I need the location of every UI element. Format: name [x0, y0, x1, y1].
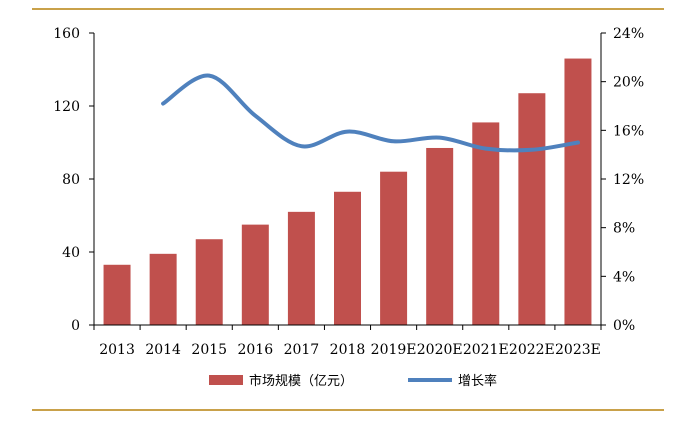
bar-2013: [103, 264, 131, 325]
legend-bar-label: 市场规模（亿元）: [249, 373, 353, 389]
top-rule: [32, 8, 664, 10]
y-left-tick-160: 160: [53, 26, 80, 42]
y-left-tick-80: 80: [62, 172, 80, 188]
y-right-tick-0%: 0%: [613, 318, 635, 334]
legend-line-label: 增长率: [458, 373, 497, 389]
bar-2017: [287, 211, 315, 325]
y-right-tick-labels: 0% 4% 8% 12% 16% 20% 24%: [613, 26, 644, 334]
bar-2020E: [426, 147, 454, 325]
x-tick-2015: 2015: [191, 342, 227, 358]
bottom-rule: [32, 409, 664, 411]
bar-2015: [195, 239, 223, 325]
bar-series: [103, 58, 592, 326]
bar-2014: [149, 253, 177, 325]
y-right-tick-20%: 20%: [613, 75, 644, 91]
y-left-tick-0: 0: [71, 318, 80, 334]
y-left-tick-120: 120: [53, 99, 80, 115]
legend-bar-swatch: [209, 375, 243, 385]
x-tick-2013: 2013: [99, 342, 135, 358]
bar-2021E: [472, 122, 500, 325]
bar-2016: [241, 224, 269, 325]
bar-2018: [334, 191, 361, 325]
growth-rate-line: [161, 73, 580, 153]
y-right-tick-12%: 12%: [613, 172, 644, 188]
x-tick-2018: 2018: [330, 342, 366, 358]
y-left-tick-40: 40: [62, 245, 80, 261]
bar-2019E: [380, 171, 408, 325]
line-series: [161, 73, 580, 153]
x-tick-2016: 2016: [237, 342, 273, 358]
x-tick-2021E: 2021E: [463, 342, 509, 358]
axes: [89, 32, 606, 330]
x-tick-2020E: 2020E: [417, 342, 463, 358]
y-right-tick-24%: 24%: [613, 26, 644, 42]
x-tick-2019E: 2019E: [371, 342, 417, 358]
legend: 市场规模（亿元） 增长率: [209, 373, 497, 389]
x-tick-2014: 2014: [145, 342, 181, 358]
y-right-tick-16%: 16%: [613, 123, 644, 139]
bar-2023E: [564, 58, 592, 326]
y-right-tick-4%: 4%: [613, 269, 635, 285]
y-right-tick-8%: 8%: [613, 221, 635, 237]
x-tick-labels: 2013 2014 2015 2016 2017 2018 2019E 2020E 2021E 2…: [99, 342, 601, 358]
x-tick-2023E: 2023E: [555, 342, 601, 358]
x-tick-2022E: 2022E: [509, 342, 555, 358]
bar-2022E: [518, 93, 546, 325]
y-left-tick-labels: 0 40 80 120 160: [53, 26, 80, 334]
x-tick-2017: 2017: [284, 342, 320, 358]
